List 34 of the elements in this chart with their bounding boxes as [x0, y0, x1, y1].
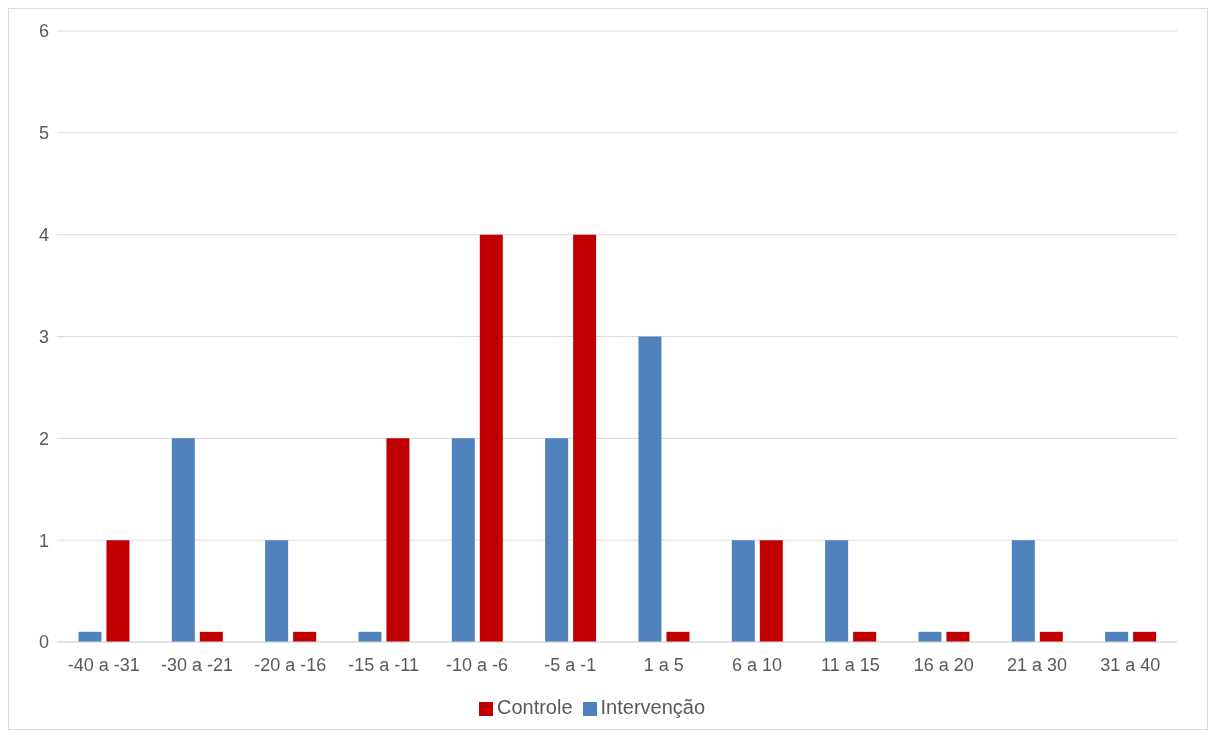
bar — [638, 336, 662, 642]
x-tick-label: -10 a -6 — [445, 654, 509, 675]
y-tick-label: 0 — [38, 632, 49, 653]
y-tick-label: 4 — [38, 225, 49, 246]
y-tick-label: 3 — [38, 326, 49, 347]
x-tick-label: 16 a 20 — [913, 654, 974, 675]
bar — [171, 438, 195, 642]
bar — [479, 234, 503, 642]
bar — [265, 540, 289, 642]
bar — [545, 438, 569, 642]
x-tick-label: 6 a 10 — [731, 654, 783, 675]
bar — [573, 234, 597, 642]
x-tick-label: -20 a -16 — [254, 654, 327, 675]
bar — [106, 540, 130, 642]
x-tick-label: 11 a 15 — [820, 654, 880, 675]
x-tick-label: -5 a -1 — [544, 654, 597, 675]
x-tick-label: 21 a 30 — [1006, 654, 1068, 675]
bar — [731, 540, 755, 642]
legend-label: Controle — [496, 696, 573, 718]
y-tick-label: 5 — [38, 123, 49, 144]
bar — [1011, 540, 1035, 642]
legend-label: Intervenção — [600, 696, 706, 718]
x-tick-label: 31 a 40 — [1100, 654, 1161, 675]
x-tick-label: -15 a -11 — [348, 654, 420, 675]
y-tick-label: 1 — [38, 530, 49, 551]
x-tick-label: 1 a 5 — [643, 654, 684, 675]
bar — [825, 540, 849, 642]
bar — [759, 540, 783, 642]
bar — [451, 438, 475, 642]
bar — [386, 438, 410, 642]
y-tick-label: 6 — [38, 21, 49, 42]
x-tick-label: -30 a -21 — [160, 654, 234, 675]
x-tick-label: -40 a -31 — [67, 654, 140, 675]
y-tick-label: 2 — [38, 428, 49, 449]
